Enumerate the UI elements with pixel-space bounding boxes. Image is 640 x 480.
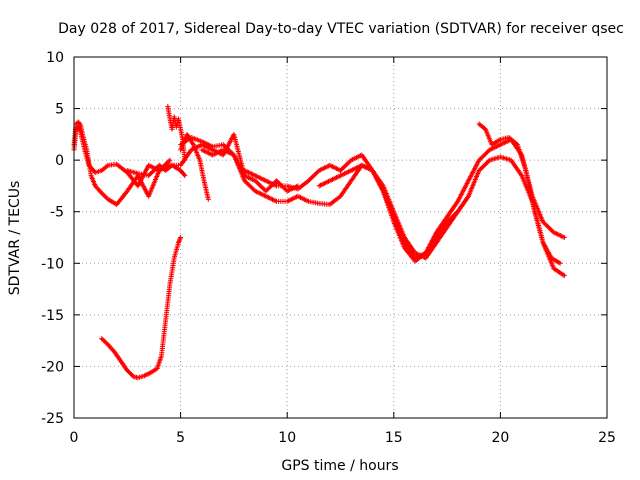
y-axis-label: SDTVAR / TECUs (7, 181, 23, 296)
data-point (104, 163, 110, 169)
x-tick-label: 0 (70, 430, 79, 446)
data-point (182, 173, 188, 179)
series-arc-b (71, 124, 248, 189)
data-point (77, 121, 83, 127)
data-point (561, 273, 567, 279)
y-tick-label: 10 (46, 50, 64, 66)
grid-lines (74, 57, 607, 418)
series-arc-d (165, 104, 188, 163)
data-point (205, 196, 211, 202)
series-arc-c (124, 162, 188, 179)
y-tick-label: -15 (41, 308, 64, 324)
y-tick-label: -25 (41, 411, 64, 427)
y-tick-label: -20 (41, 359, 64, 375)
data-point (178, 235, 184, 240)
y-tick-label: 0 (55, 153, 64, 169)
plot-frame (73, 56, 608, 419)
data-point (181, 172, 187, 178)
x-tick-label: 5 (176, 430, 185, 446)
y-tick-label: -5 (50, 205, 64, 221)
x-tick-labels: 0 5 10 15 20 25 (70, 430, 616, 446)
chart-title: Day 028 of 2017, Sidereal Day-to-day VTE… (58, 21, 624, 37)
data-point (182, 157, 188, 163)
y-tick-label: 5 (55, 102, 64, 118)
data-point (513, 141, 519, 147)
series-arc-j (476, 121, 563, 266)
x-tick-label: 25 (598, 430, 616, 446)
data-point (486, 158, 492, 164)
y-tick-labels: 10 5 0 -5 -10 -15 -20 -25 (41, 50, 64, 427)
axis-ticks (73, 56, 608, 419)
y-tick-label: -10 (41, 256, 64, 272)
series-arc-k (99, 235, 184, 381)
x-axis-label: GPS time / hours (281, 458, 398, 474)
data-point (557, 260, 563, 266)
data-points (71, 104, 567, 381)
x-tick-label: 20 (491, 430, 509, 446)
x-tick-label: 15 (385, 430, 403, 446)
data-point (561, 235, 567, 240)
data-point (167, 157, 173, 163)
x-tick-label: 10 (278, 430, 296, 446)
data-point (166, 158, 172, 164)
